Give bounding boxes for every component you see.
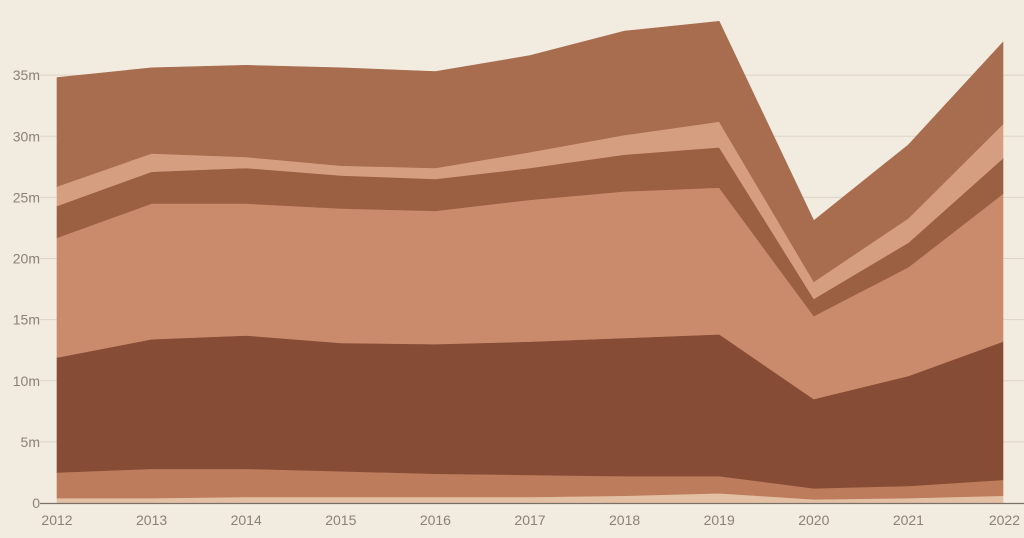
y-tick-label: 15m bbox=[13, 312, 40, 328]
y-tick-label: 25m bbox=[13, 189, 40, 205]
area-series-group bbox=[56, 20, 1004, 504]
y-tick-label: 20m bbox=[13, 251, 40, 267]
x-tick-label: 2018 bbox=[609, 512, 640, 528]
x-tick-label: 2013 bbox=[136, 512, 167, 528]
y-tick-label: 10m bbox=[13, 373, 40, 389]
x-tick-label: 2021 bbox=[893, 512, 924, 528]
x-tick-labels: 2012 2013 2014 2015 2016 2017 2018 2019 2020 2021… bbox=[41, 512, 1020, 528]
y-tick-label: 0 bbox=[32, 495, 40, 511]
x-tick-label: 2016 bbox=[420, 512, 451, 528]
x-tick-label: 2022 bbox=[989, 512, 1020, 528]
area-series-7 bbox=[56, 20, 1004, 283]
x-tick-label: 2019 bbox=[704, 512, 735, 528]
x-tick-label: 2015 bbox=[325, 512, 356, 528]
y-tick-label: 35m bbox=[13, 67, 40, 83]
y-tick-label: 30m bbox=[13, 128, 40, 144]
x-tick-label: 2014 bbox=[231, 512, 262, 528]
x-tick-label: 2017 bbox=[514, 512, 545, 528]
x-tick-label: 2020 bbox=[798, 512, 829, 528]
y-tick-labels: 0 5m 10m 15m 20m 25m 30m 35m bbox=[13, 67, 40, 511]
y-tick-label: 5m bbox=[21, 434, 40, 450]
x-tick-label: 2012 bbox=[41, 512, 72, 528]
